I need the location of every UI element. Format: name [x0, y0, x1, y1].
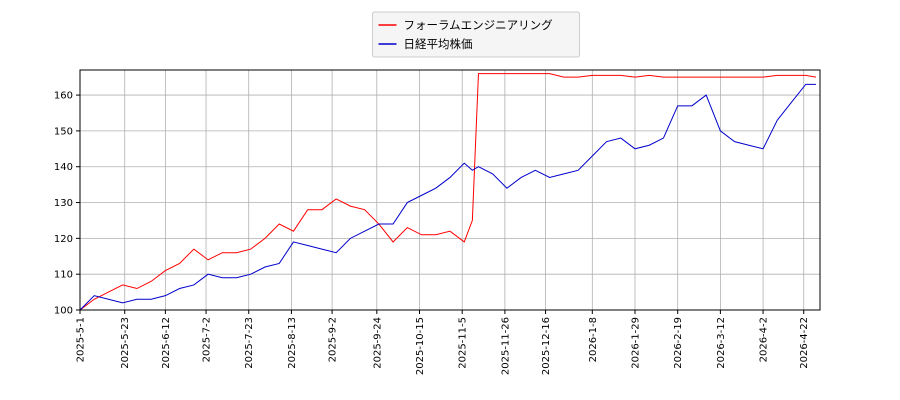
y-tick-label: 100: [54, 306, 73, 317]
x-tick-label: 2026-1-8: [588, 317, 599, 362]
x-tick-label: 2025-7-23: [244, 317, 255, 369]
x-tick-label: 2025-6-12: [161, 317, 172, 369]
x-tick-label: 2025-9-2: [328, 317, 339, 362]
y-tick-label: 150: [54, 126, 73, 137]
x-tick-label: 2026-4-22: [799, 317, 810, 369]
plot-frame: [79, 69, 821, 311]
x-tick-label: 2025-11-26: [500, 317, 511, 375]
x-tick-label: 2025-9-24: [372, 317, 383, 369]
x-tick-label: 2025-7-2: [202, 317, 213, 362]
y-tick-label: 110: [54, 270, 73, 281]
x-tick-label: 2026-4-2: [759, 317, 770, 362]
series-line: [79, 73, 817, 311]
x-tick-label: 2025-8-13: [287, 317, 298, 369]
legend-label: フォーラムエンジニアリング: [404, 18, 554, 32]
x-tick-label: 2025-5-23: [120, 317, 131, 369]
legend-label: 日経平均株価: [404, 37, 473, 51]
y-tick-label: 140: [54, 162, 73, 173]
x-tick-label: 2025-11-5: [458, 317, 469, 369]
x-tick-label: 2025-5-1: [76, 317, 87, 362]
x-tick-label: 2026-3-12: [716, 317, 727, 369]
legend-box: [372, 11, 580, 58]
y-tick-label: 130: [54, 198, 73, 209]
series-line: [79, 83, 816, 311]
x-tick-label: 2026-1-29: [631, 317, 642, 369]
y-tick-label: 120: [54, 234, 73, 245]
x-tick-label: 2025-10-15: [415, 317, 426, 375]
x-tick-label: 2026-2-19: [673, 317, 684, 369]
y-tick-label: 160: [54, 91, 73, 102]
x-tick-label: 2025-12-16: [541, 317, 552, 375]
